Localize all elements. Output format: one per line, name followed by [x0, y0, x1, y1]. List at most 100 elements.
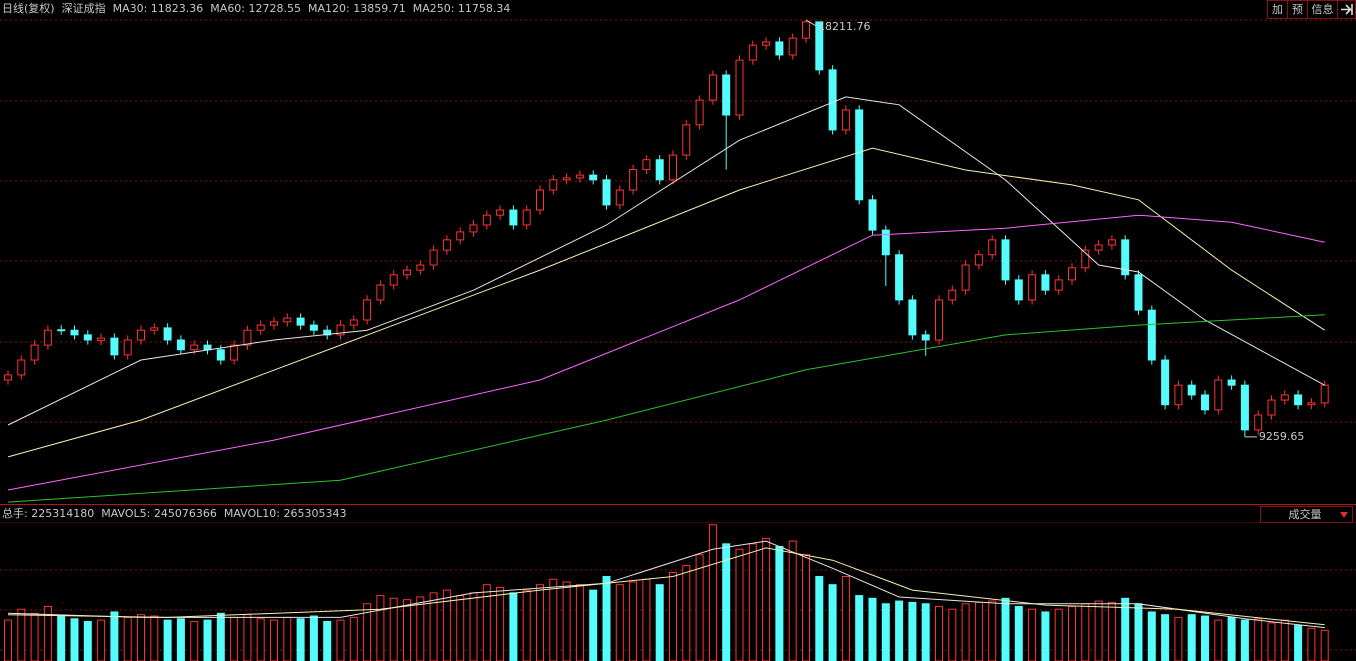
volume-bar [735, 548, 744, 661]
volume-bar [802, 554, 810, 661]
volume-bar [669, 571, 677, 661]
price-grid [0, 19, 1356, 651]
candle-body [429, 249, 438, 266]
candle-body [509, 209, 518, 226]
volume-bar [589, 589, 598, 661]
ma-line [7, 96, 1325, 426]
volume-bar [815, 576, 824, 661]
candle-body [1280, 394, 1289, 401]
candle-body [256, 324, 265, 331]
ma-line [7, 314, 1325, 503]
volume-bar [642, 578, 651, 661]
volume-bar [1014, 605, 1023, 661]
candle-body [336, 324, 345, 336]
candle-body [243, 329, 252, 346]
candle-body [469, 224, 478, 233]
candle-body [562, 177, 571, 181]
volume-bar [17, 608, 26, 661]
candle-body [403, 269, 411, 276]
candle-body [762, 41, 771, 46]
candle-body [456, 231, 465, 241]
volume-bar [230, 616, 239, 661]
volume-bar [203, 619, 212, 661]
toolbar-button[interactable]: 预 [1292, 3, 1303, 16]
header-label: MA30: 11823.36 [113, 2, 204, 15]
candle-body [1014, 279, 1023, 301]
volume-bar [828, 584, 837, 661]
indicator-label[interactable]: 成交量 [1289, 507, 1322, 521]
candle-body [1028, 274, 1037, 301]
volume-bar [1187, 614, 1196, 661]
candle-body [935, 299, 943, 341]
volume-bar [482, 584, 491, 661]
volume-bar [1294, 625, 1303, 661]
volume-bar [163, 619, 172, 661]
candle-body [1320, 384, 1329, 404]
volume-bar [216, 612, 225, 661]
header-label: MAVOL10: 265305343 [224, 507, 347, 520]
volume-bar [243, 614, 252, 661]
candle-body [1161, 359, 1170, 406]
volume-bar [1081, 603, 1090, 661]
indicator-dropdown[interactable] [1260, 506, 1353, 523]
toolbar-button[interactable]: 信息 [1312, 2, 1334, 16]
exit-icon [1341, 4, 1353, 15]
volume-bar [908, 601, 917, 661]
candle-body [735, 59, 744, 116]
volume-bar [1094, 600, 1103, 661]
volume-bar [1174, 616, 1183, 661]
candle-body [1068, 267, 1076, 281]
volume-bar [1307, 627, 1316, 661]
candle-body [615, 189, 624, 206]
candle-body [123, 339, 132, 356]
candle-body [895, 254, 904, 301]
candle-body [416, 264, 425, 271]
toolbar-button[interactable]: 加 [1272, 3, 1283, 16]
header-label: MA250: 11758.34 [413, 2, 511, 15]
volume-bar [256, 618, 265, 661]
volume-bar [30, 612, 39, 661]
volume-bar [1227, 616, 1236, 661]
volume-bar [935, 605, 943, 661]
candle-body [176, 339, 185, 351]
candle-body [948, 289, 957, 301]
candle-body [1174, 384, 1183, 406]
volume-bar [309, 615, 318, 661]
volume-bar [881, 603, 890, 661]
volume-bar [895, 600, 904, 661]
candle-body [1041, 274, 1050, 291]
candle-body [1054, 279, 1063, 291]
volume-bar [522, 589, 531, 661]
volume-bar [496, 586, 505, 661]
candle-body [855, 109, 864, 201]
candle-body [988, 239, 997, 256]
header-label: 深证成指 [62, 1, 106, 15]
volume-bar [4, 619, 12, 661]
candle-body [708, 74, 717, 101]
candle-body [309, 324, 318, 331]
volume-bar [988, 600, 997, 661]
volume-bar [708, 524, 717, 661]
candle-body [1214, 379, 1223, 411]
candle-body [748, 44, 757, 61]
volume-bar [695, 554, 704, 661]
candle-body [669, 154, 677, 181]
candle-body [1081, 249, 1090, 269]
candle-body [522, 209, 531, 226]
volume-bar [562, 581, 571, 661]
candle-body [908, 299, 917, 336]
volume-bar [974, 601, 983, 661]
candle-body [841, 109, 850, 131]
volume-bar [416, 596, 425, 661]
candle-body [1227, 379, 1236, 386]
candle-body [4, 374, 12, 381]
volume-bar [1280, 619, 1289, 661]
volume-bar [349, 616, 358, 661]
header-label: MA120: 13859.71 [308, 2, 406, 15]
candle-body [270, 321, 278, 326]
candle-body [575, 174, 584, 179]
volume-bar [948, 608, 957, 661]
volume-bar [1068, 605, 1076, 661]
